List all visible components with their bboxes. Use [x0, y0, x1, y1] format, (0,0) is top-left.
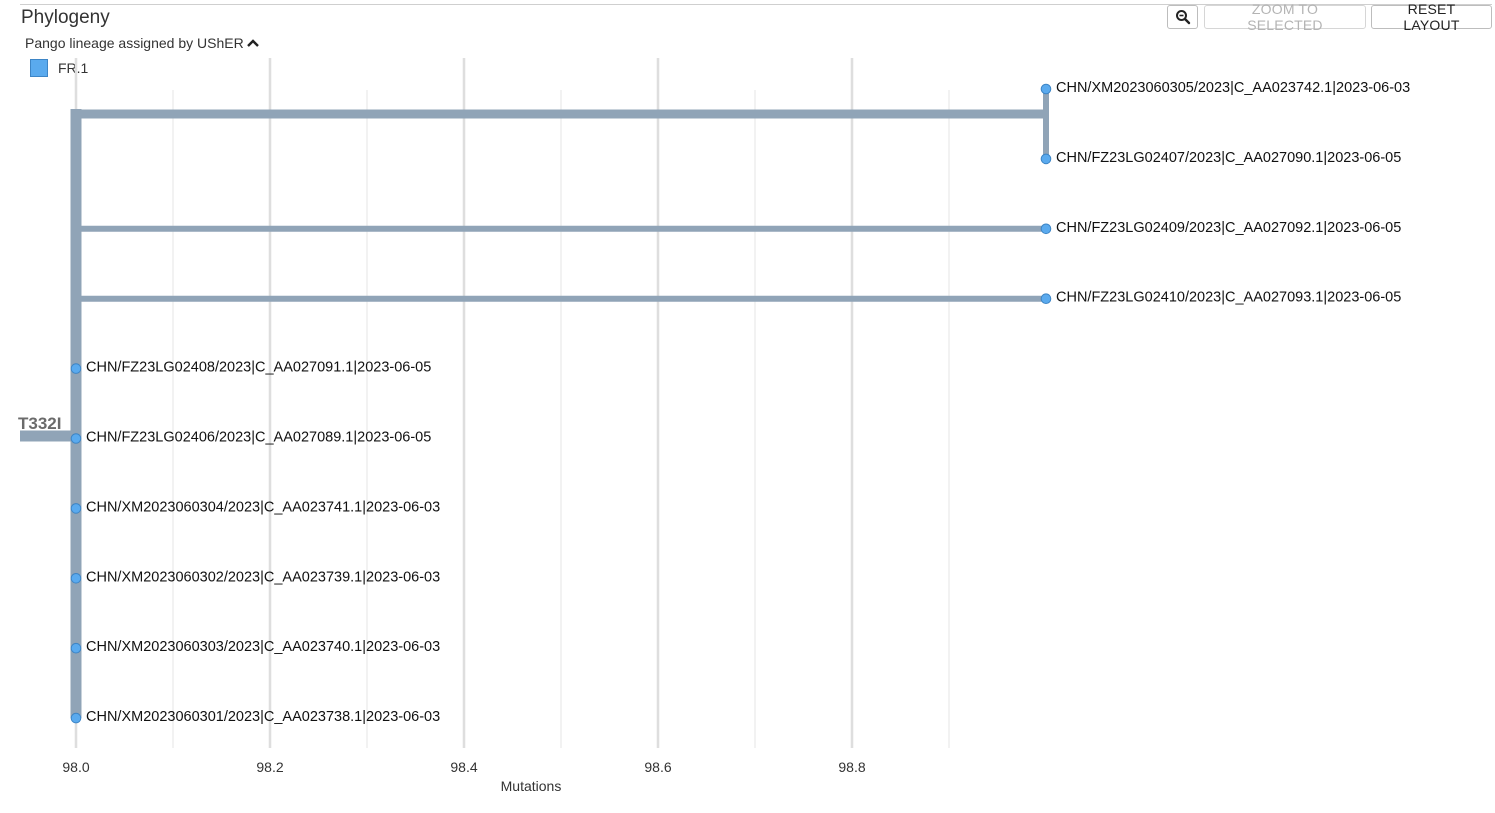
panel-title: Phylogeny	[21, 7, 110, 28]
leaf-label[interactable]: CHN/FZ23LG02408/2023|C_AA027091.1|2023-0…	[86, 360, 431, 376]
root-branch-mutation-label: T332I	[18, 414, 61, 433]
x-axis-tick-label: 98.4	[450, 759, 477, 775]
leaf-node[interactable]	[70, 573, 82, 584]
panel-top-divider	[20, 4, 1492, 5]
zoom-to-selected-button[interactable]: ZOOM TO SELECTED	[1204, 1, 1366, 33]
leaf-node[interactable]	[70, 712, 82, 724]
leaf-label[interactable]: CHN/XM2023060304/2023|C_AA023741.1|2023-…	[86, 499, 440, 515]
leaf-label[interactable]: CHN/FZ23LG02406/2023|C_AA027089.1|2023-0…	[86, 430, 431, 446]
magnifier-icon	[1175, 10, 1190, 25]
leaf-label[interactable]: CHN/FZ23LG02407/2023|C_AA027090.1|2023-0…	[1056, 150, 1401, 166]
legend: FR.1	[30, 59, 88, 77]
leaf-node[interactable]	[70, 433, 82, 444]
leaf-node[interactable]	[1040, 223, 1052, 235]
x-axis-tick-label: 98.6	[644, 759, 671, 775]
x-axis-tick-label: 98.8	[838, 759, 865, 775]
x-axis-tick-label: 98.0	[62, 759, 89, 775]
leaf-node[interactable]	[1040, 293, 1052, 305]
leaf-node[interactable]	[70, 503, 82, 514]
leaf-label[interactable]: CHN/FZ23LG02410/2023|C_AA027093.1|2023-0…	[1056, 290, 1401, 306]
leaf-node[interactable]	[70, 642, 82, 654]
leaf-node[interactable]	[1040, 83, 1052, 95]
colour-by-toggle[interactable]: Pango lineage assigned by UShER	[25, 35, 260, 51]
leaf-node[interactable]	[70, 363, 82, 374]
leaf-label[interactable]: CHN/XM2023060302/2023|C_AA023739.1|2023-…	[86, 569, 440, 585]
colour-by-label: Pango lineage assigned by UShER	[25, 35, 244, 51]
leaf-node[interactable]	[1040, 153, 1052, 165]
leaf-label[interactable]: CHN/XM2023060303/2023|C_AA023740.1|2023-…	[86, 639, 440, 655]
zoom-button[interactable]	[1167, 5, 1198, 29]
leaf-label[interactable]: CHN/XM2023060305/2023|C_AA023742.1|2023-…	[1056, 80, 1410, 96]
chevron-up-icon	[246, 39, 259, 47]
legend-label: FR.1	[58, 60, 89, 76]
x-axis-title: Mutations	[501, 778, 562, 794]
leaf-label[interactable]: CHN/FZ23LG02409/2023|C_AA027092.1|2023-0…	[1056, 220, 1401, 236]
x-axis-tick-label: 98.2	[256, 759, 283, 775]
leaf-label[interactable]: CHN/XM2023060301/2023|C_AA023738.1|2023-…	[86, 709, 440, 725]
legend-swatch	[30, 59, 48, 77]
